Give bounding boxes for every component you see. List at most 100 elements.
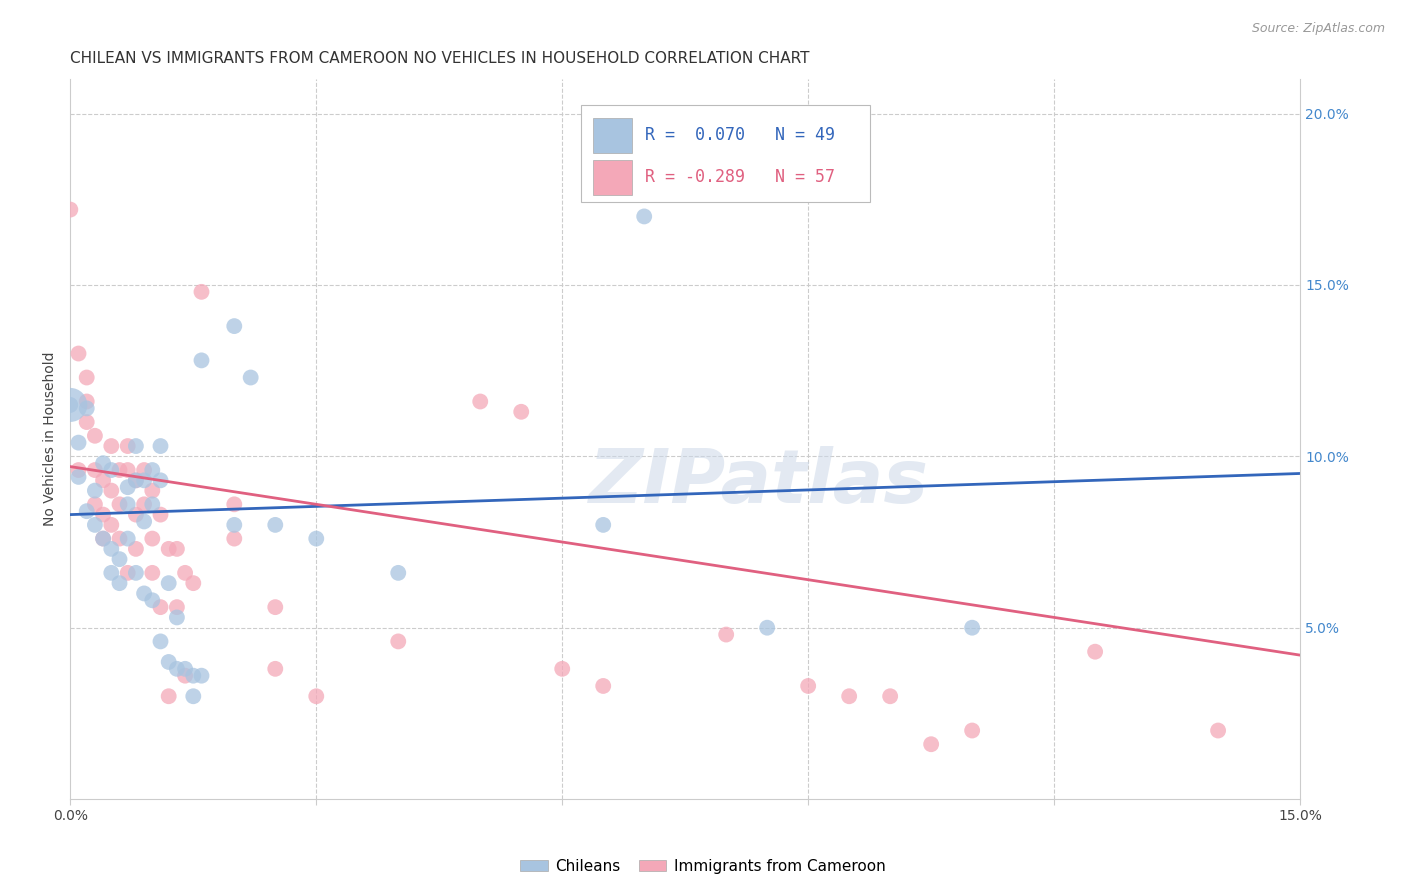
Point [91, 532, 114, 546]
Point [91, 532, 114, 546]
Point [592, 517, 614, 532]
Point [141, 532, 163, 546]
Point [108, 497, 131, 511]
Point [125, 566, 148, 580]
Point [132, 515, 155, 529]
Point [125, 473, 148, 487]
Point [117, 439, 139, 453]
Point [149, 508, 172, 522]
Point [100, 566, 122, 580]
Point [166, 610, 188, 624]
Point [67, 470, 90, 484]
Point [132, 586, 155, 600]
Point [551, 662, 574, 676]
Point [166, 541, 188, 556]
Point [76, 415, 98, 429]
Point [510, 405, 533, 419]
Point [149, 473, 172, 487]
Point [84, 463, 107, 477]
Point [470, 394, 492, 409]
Point [756, 621, 779, 635]
Point [100, 483, 122, 498]
Point [181, 690, 204, 704]
Point [125, 508, 148, 522]
Point [190, 353, 212, 368]
Point [920, 737, 942, 751]
Point [76, 394, 98, 409]
Point [224, 517, 246, 532]
Point [141, 497, 163, 511]
Point [166, 662, 188, 676]
Point [181, 668, 204, 682]
Point [157, 655, 180, 669]
Point [141, 566, 163, 580]
Point [141, 593, 163, 607]
Point [117, 532, 139, 546]
Point [100, 463, 122, 477]
Point [224, 319, 246, 334]
Point [84, 497, 107, 511]
Point [117, 480, 139, 494]
Point [174, 566, 197, 580]
Point [239, 370, 262, 384]
Point [1084, 645, 1107, 659]
Point [141, 483, 163, 498]
Point [91, 473, 114, 487]
Point [84, 517, 107, 532]
Point [305, 690, 328, 704]
Point [108, 576, 131, 591]
Point [67, 346, 90, 360]
Point [305, 532, 328, 546]
Point [125, 439, 148, 453]
Point [108, 532, 131, 546]
Point [960, 621, 983, 635]
Point [117, 566, 139, 580]
Point [157, 541, 180, 556]
Point [149, 439, 172, 453]
Point [67, 463, 90, 477]
Point [132, 463, 155, 477]
Point [76, 504, 98, 518]
Legend: Chileans, Immigrants from Cameroon: Chileans, Immigrants from Cameroon [515, 853, 891, 880]
FancyBboxPatch shape [593, 119, 633, 153]
Point [633, 210, 655, 224]
Point [91, 456, 114, 470]
Point [174, 668, 197, 682]
Point [59, 398, 82, 412]
Text: R = -0.289   N = 57: R = -0.289 N = 57 [644, 169, 835, 186]
Point [174, 662, 197, 676]
Text: CHILEAN VS IMMIGRANTS FROM CAMEROON NO VEHICLES IN HOUSEHOLD CORRELATION CHART: CHILEAN VS IMMIGRANTS FROM CAMEROON NO V… [70, 51, 810, 66]
Point [592, 679, 614, 693]
Point [76, 370, 98, 384]
Point [1206, 723, 1229, 738]
Point [76, 401, 98, 416]
Point [84, 483, 107, 498]
Point [157, 690, 180, 704]
Point [67, 435, 90, 450]
Point [125, 473, 148, 487]
Point [149, 600, 172, 615]
Point [190, 668, 212, 682]
Point [181, 576, 204, 591]
Point [224, 532, 246, 546]
Point [149, 634, 172, 648]
Y-axis label: No Vehicles in Household: No Vehicles in Household [44, 352, 58, 526]
Point [387, 634, 409, 648]
Point [125, 541, 148, 556]
Point [117, 497, 139, 511]
Point [838, 690, 860, 704]
Point [59, 398, 82, 412]
Point [190, 285, 212, 299]
Point [224, 497, 246, 511]
Point [117, 463, 139, 477]
Point [960, 723, 983, 738]
Point [387, 566, 409, 580]
Point [108, 552, 131, 566]
Point [264, 662, 287, 676]
Point [264, 517, 287, 532]
Text: Source: ZipAtlas.com: Source: ZipAtlas.com [1251, 22, 1385, 36]
FancyBboxPatch shape [581, 104, 870, 202]
Point [166, 600, 188, 615]
Point [59, 202, 82, 217]
Point [714, 627, 737, 641]
